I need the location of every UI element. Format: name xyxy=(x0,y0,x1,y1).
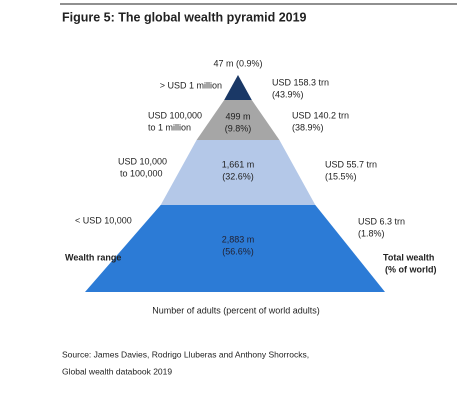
adults-label: 2,883 m xyxy=(222,234,255,244)
source: Source: James Davies, Rodrigo Lluberas a… xyxy=(62,349,309,359)
tier-3 xyxy=(160,140,316,205)
wealth-share: (15.5%) xyxy=(325,171,357,181)
adults-share: (9.8%) xyxy=(225,123,252,133)
adults-label: 499 m xyxy=(225,111,250,121)
adults-share: (56.6%) xyxy=(222,246,254,256)
adults-label: 1,661 m xyxy=(222,159,255,169)
right-heading: Total wealth xyxy=(383,252,434,262)
wealth-share: (1.8%) xyxy=(358,228,385,238)
wealth-label: USD 140.2 trn xyxy=(292,110,349,120)
adults-label: 47 m (0.9%) xyxy=(213,58,262,68)
x-label: Number of adults (percent of world adult… xyxy=(152,305,320,315)
adults-share: (32.6%) xyxy=(222,171,254,181)
left-heading: Wealth range xyxy=(65,252,121,262)
range-label: < USD 10,000 xyxy=(75,215,132,225)
wealth-label: USD 55.7 trn xyxy=(325,159,377,169)
wealth-label: USD 6.3 trn xyxy=(358,216,405,226)
wealth-share: (43.9%) xyxy=(272,89,304,99)
source: Global wealth databook 2019 xyxy=(62,366,172,376)
right-heading: (% of world) xyxy=(385,264,437,274)
range-label: to 1 million xyxy=(148,122,191,132)
tier-base xyxy=(85,205,385,292)
wealth-label: USD 158.3 trn xyxy=(272,77,329,87)
range-label: to 100,000 xyxy=(120,168,163,178)
range-label: USD 100,000 xyxy=(148,110,202,120)
range-label: > USD 1 million xyxy=(160,80,222,90)
title: Figure 5: The global wealth pyramid 2019 xyxy=(62,10,307,24)
wealth-share: (38.9%) xyxy=(292,122,324,132)
range-label: USD 10,000 xyxy=(118,156,167,166)
tier-2 xyxy=(196,100,280,140)
tier-top xyxy=(224,75,252,100)
